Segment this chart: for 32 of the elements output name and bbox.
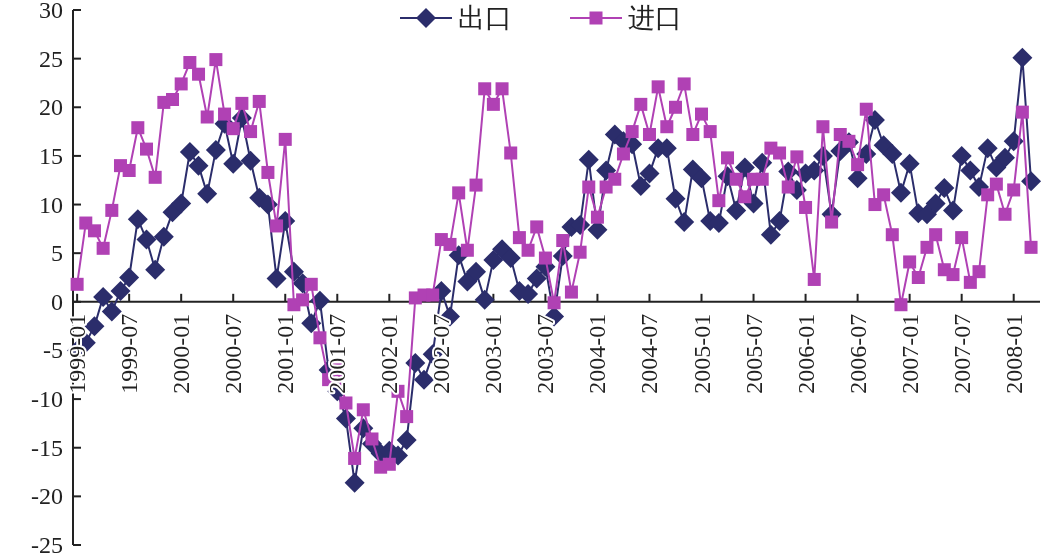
y-tick-label: 5 [51,240,63,267]
y-tick-label: 0 [51,288,63,315]
x-tick-label: 2007-07 [948,313,975,394]
y-tick-label: 25 [39,45,63,72]
y-tick-label: 30 [39,0,63,23]
x-tick-label: 2007-01 [896,313,923,394]
y-tick-label: 15 [39,142,63,169]
y-tick-label: -5 [43,337,63,364]
x-tick-label: 2005-07 [740,313,767,394]
x-tick-label: 1999-07 [116,313,143,394]
x-tick-label: 2005-01 [688,313,715,394]
y-tick-label: -25 [31,532,63,556]
y-tick-label: 10 [39,191,63,218]
y-tick-label: -20 [31,483,63,510]
x-tick-label: 2008-01 [1000,313,1027,394]
x-tick-label: 2000-01 [168,313,195,394]
y-tick-label: 20 [39,94,63,121]
x-tick-label: 2001-07 [324,313,351,394]
legend-label: 进口 [628,3,682,33]
x-tick-label: 2000-07 [220,313,247,394]
legend-label: 出口 [458,3,512,33]
x-tick-label: 2002-01 [376,313,403,394]
y-tick-label: -15 [31,434,63,461]
x-tick-label: 2001-01 [272,313,299,394]
x-tick-label: 2002-07 [428,313,455,394]
x-tick-label: 2003-01 [480,313,507,394]
x-tick-label: 2004-07 [636,313,663,394]
x-tick-label: 2004-01 [584,313,611,394]
x-tick-label: 2006-07 [844,313,871,394]
y-tick-label: -10 [31,386,63,413]
x-tick-label: 2006-01 [792,313,819,394]
x-tick-label: 2003-07 [532,313,559,394]
